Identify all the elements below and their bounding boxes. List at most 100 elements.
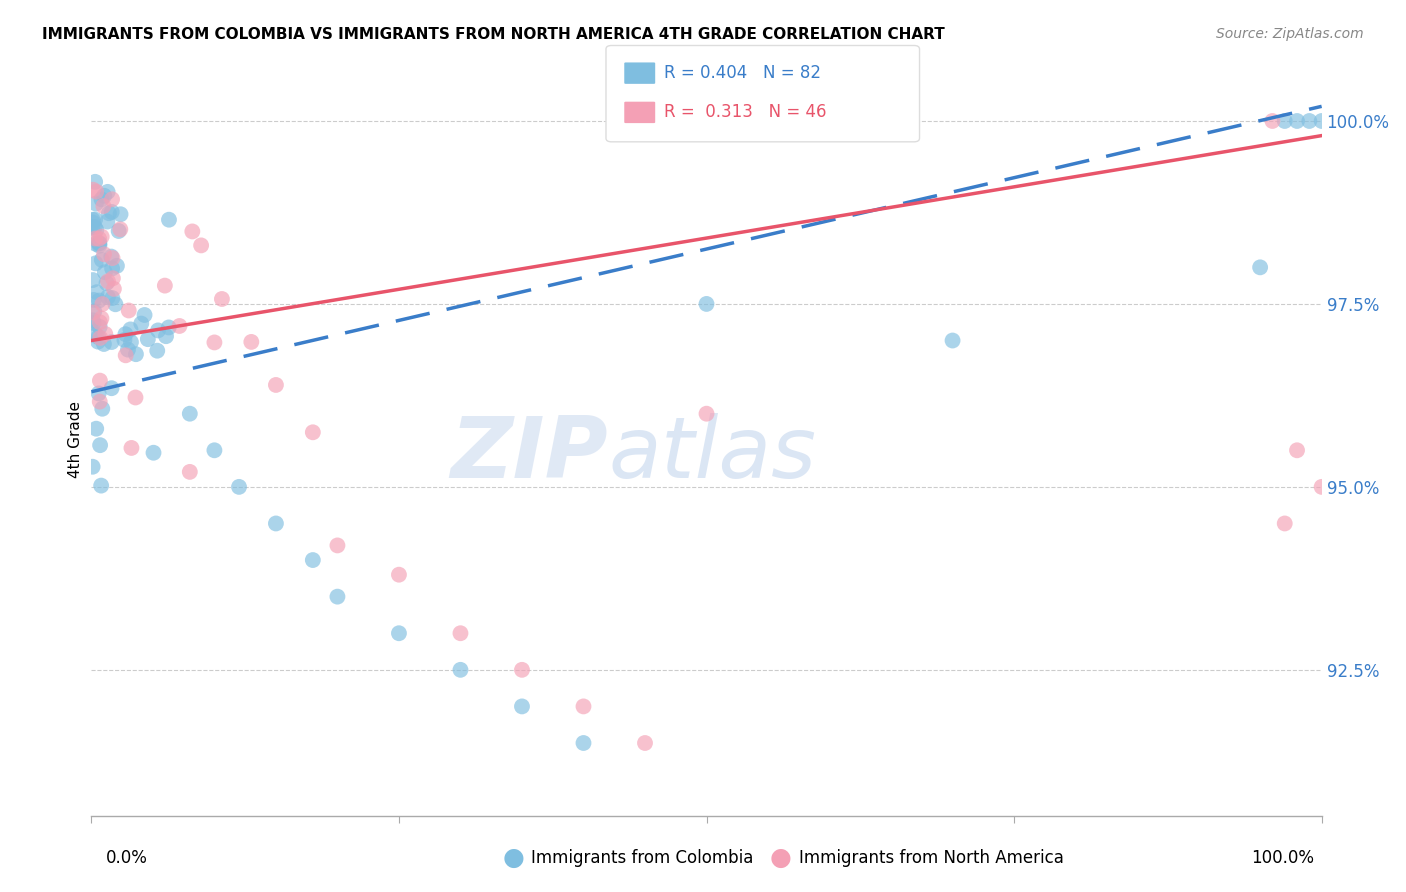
- Point: [1310, 480, 1333, 494]
- Text: IMMIGRANTS FROM COLOMBIA VS IMMIGRANTS FROM NORTH AMERICA 4TH GRADE CORRELATION : IMMIGRANTS FROM COLOMBIA VS IMMIGRANTS F…: [42, 27, 945, 42]
- Point: [82, 220, 104, 235]
- Point: [110, 222, 132, 236]
- Point: [181, 224, 204, 238]
- Point: [93, 188, 115, 202]
- Point: [118, 303, 141, 318]
- Point: [97, 274, 120, 288]
- Text: 0.0%: 0.0%: [105, 849, 148, 867]
- Point: [157, 320, 180, 334]
- Point: [90, 229, 112, 244]
- Point: [326, 538, 349, 552]
- Point: [388, 567, 411, 582]
- Point: [94, 326, 117, 341]
- Point: [101, 251, 124, 265]
- Point: [82, 305, 104, 319]
- Point: [101, 271, 124, 285]
- Point: [89, 238, 111, 252]
- Point: [93, 247, 115, 261]
- Point: [695, 297, 717, 311]
- Point: [146, 343, 169, 358]
- Point: [1298, 114, 1320, 128]
- Point: [117, 343, 139, 357]
- Point: [91, 401, 114, 416]
- Point: [90, 311, 112, 326]
- Point: [202, 443, 225, 458]
- Point: [103, 282, 125, 296]
- Point: [1285, 443, 1308, 458]
- Text: 100.0%: 100.0%: [1251, 849, 1315, 867]
- Point: [84, 175, 107, 189]
- Point: [84, 231, 107, 245]
- Point: [202, 335, 225, 350]
- Point: [90, 478, 112, 492]
- Text: ●: ●: [502, 847, 524, 870]
- Text: R =  0.313   N = 46: R = 0.313 N = 46: [664, 103, 827, 121]
- Point: [82, 183, 104, 197]
- Point: [89, 374, 111, 388]
- Point: [84, 422, 107, 436]
- Point: [84, 327, 107, 342]
- Point: [87, 386, 110, 401]
- Point: [83, 304, 105, 318]
- Point: [90, 252, 112, 267]
- Point: [264, 378, 287, 392]
- Point: [82, 215, 104, 229]
- Point: [264, 516, 287, 531]
- Point: [93, 337, 115, 351]
- Point: [124, 391, 146, 405]
- Point: [301, 553, 323, 567]
- Point: [104, 297, 127, 311]
- Point: [89, 319, 111, 334]
- Point: [87, 236, 110, 251]
- Point: [695, 407, 717, 421]
- Point: [211, 292, 233, 306]
- Point: [510, 663, 533, 677]
- Point: [114, 327, 136, 342]
- Text: Immigrants from North America: Immigrants from North America: [799, 849, 1063, 867]
- Point: [110, 207, 132, 221]
- Point: [97, 185, 120, 199]
- Text: Immigrants from Colombia: Immigrants from Colombia: [531, 849, 754, 867]
- Point: [1274, 114, 1296, 128]
- Point: [120, 335, 142, 350]
- Point: [941, 334, 963, 348]
- Point: [100, 381, 122, 395]
- Point: [86, 223, 108, 237]
- Point: [388, 626, 411, 640]
- Point: [120, 441, 142, 455]
- Point: [101, 261, 124, 276]
- Point: [100, 334, 122, 349]
- Point: [93, 199, 115, 213]
- Point: [84, 185, 107, 199]
- Point: [84, 212, 107, 227]
- Point: [89, 331, 111, 345]
- Point: [125, 347, 148, 361]
- Point: [572, 736, 595, 750]
- Point: [96, 214, 118, 228]
- Point: [169, 318, 191, 333]
- Point: [129, 317, 152, 331]
- Point: [82, 459, 104, 474]
- Point: [97, 290, 120, 304]
- Y-axis label: 4th Grade: 4th Grade: [67, 401, 83, 478]
- Point: [105, 259, 128, 273]
- Point: [87, 334, 110, 349]
- Point: [146, 323, 169, 337]
- Point: [94, 265, 117, 279]
- Point: [84, 196, 107, 211]
- Point: [101, 192, 124, 206]
- Point: [240, 334, 263, 349]
- Point: [89, 438, 111, 452]
- Point: [1249, 260, 1271, 275]
- Point: [142, 446, 165, 460]
- Point: [84, 236, 107, 251]
- Point: [1274, 516, 1296, 531]
- Point: [101, 291, 124, 305]
- Point: [96, 276, 118, 290]
- Point: [87, 293, 110, 308]
- Point: [1261, 114, 1284, 128]
- Point: [155, 329, 177, 343]
- Point: [1285, 114, 1308, 128]
- Point: [326, 590, 349, 604]
- Point: [179, 465, 201, 479]
